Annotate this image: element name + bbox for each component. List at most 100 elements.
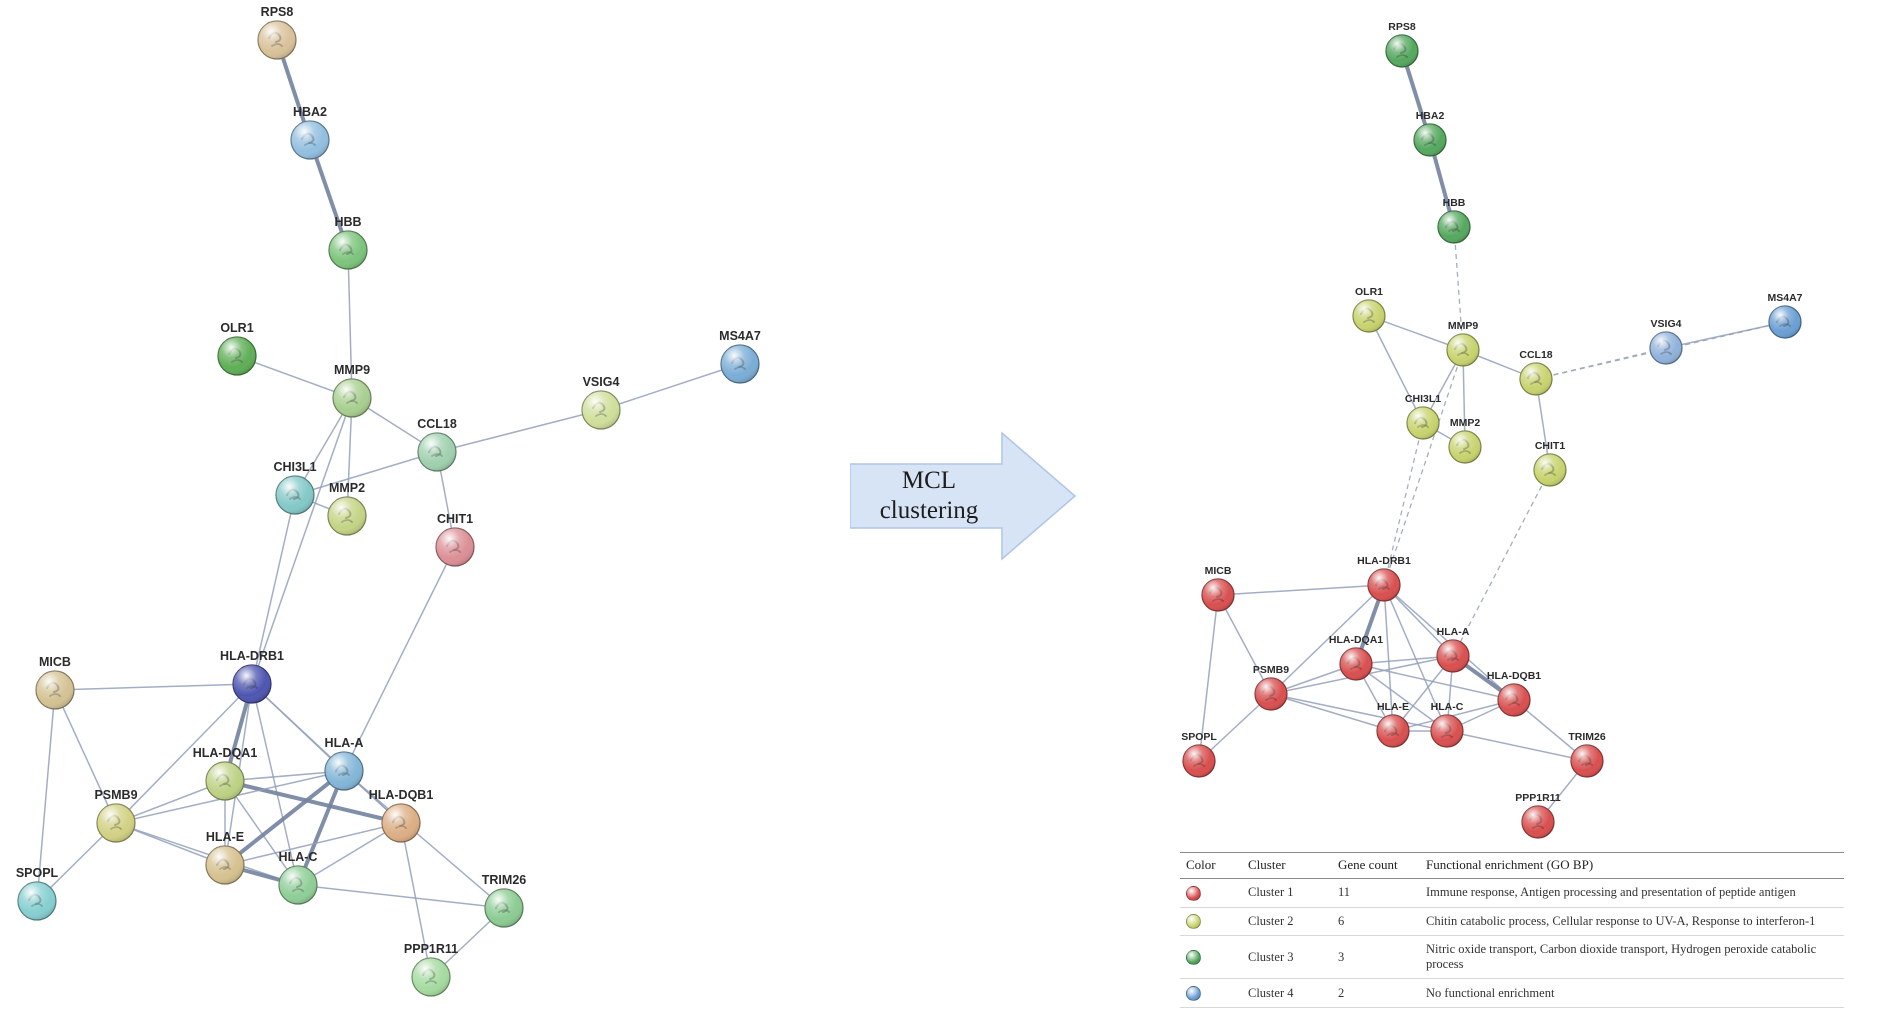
node-shine [328,497,366,535]
node-label-HLA-DQB1: HLA-DQB1 [1487,670,1541,682]
node-HBA2: HBA2 [290,105,330,160]
mcl-arrow-label: MCL clustering [854,430,1004,562]
edge-PSMB9-HLA-C [1270,693,1448,732]
node-label-HLA-DQA1: HLA-DQA1 [193,746,258,760]
node-label-HLA-A: HLA-A [1437,626,1470,638]
node-SPOPL: SPOPL [16,866,59,921]
node-shine [1769,306,1801,338]
legend-cell-cluster: Cluster 1 [1242,878,1332,908]
edge-HBB-MMP9 [1453,226,1464,351]
node-PPP1R11: PPP1R11 [1515,792,1561,839]
node-label-HBB: HBB [1443,197,1466,209]
node-label-HLA-C: HLA-C [279,850,318,864]
node-label-HLA-A: HLA-A [325,736,364,750]
node-shine [333,379,371,417]
node-shine [291,121,329,159]
node-RPS8: RPS8 [1385,21,1419,68]
edge-CHIT1-HLA-A [1452,469,1551,657]
legend-cell-color [1180,935,1242,980]
edge-CCL18-VSIG4 [436,409,602,453]
edge-HLA-C-TRIM26 [1446,730,1588,762]
node-PPP1R11: PPP1R11 [404,942,458,997]
node-shine [1353,300,1385,332]
node-label-MMP2: MMP2 [1450,417,1480,429]
node-shine [721,345,759,383]
node-TRIM26: TRIM26 [482,873,526,928]
node-shine [418,433,456,471]
node-MS4A7: MS4A7 [1767,292,1803,339]
node-OLR1: OLR1 [1352,286,1386,333]
node-label-OLR1: OLR1 [1355,286,1383,298]
edge-HBB-MMP9 [347,249,353,399]
node-label-HBA2: HBA2 [293,105,327,119]
edge-VSIG4-MS4A7 [1665,321,1786,349]
node-shine [279,866,317,904]
node-label-MICB: MICB [1205,565,1232,577]
node-PSMB9: PSMB9 [1253,664,1289,711]
node-shine [1431,715,1463,747]
node-HLA-DRB1: HLA-DRB1 [220,649,284,704]
edge-CHI3L1-HLA-DRB1 [1383,422,1424,586]
node-label-HLA-DQA1: HLA-DQA1 [1329,634,1383,646]
node-label-SPOPL: SPOPL [1181,731,1217,743]
node-shine [1340,648,1372,680]
node-label-HLA-DRB1: HLA-DRB1 [220,649,284,663]
cluster-color-ball [1186,885,1201,901]
legend-header-cluster: Cluster [1242,852,1332,879]
cluster-color-ball [1186,914,1201,930]
node-shine [1498,684,1530,716]
node-label-CHI3L1: CHI3L1 [1405,393,1441,405]
edge-OLR1-MMP9 [1368,315,1464,351]
node-shine [218,337,256,375]
legend-header-enrichment: Functional enrichment (GO BP) [1420,852,1844,879]
node-RPS8: RPS8 [257,5,297,60]
node-shine [382,804,420,842]
node-MMP2: MMP2 [327,481,367,536]
edge-HLA-DRB1-HLA-C [251,683,299,886]
edge-HLA-DQA1-HLA-C [1355,663,1448,732]
node-shine [1377,715,1409,747]
node-MMP9: MMP9 [332,363,372,418]
edge-HLA-E-HLA-DQB1 [1392,699,1515,732]
node-label-PSMB9: PSMB9 [1253,664,1289,676]
node-shine [1202,579,1234,611]
edge-MICB-HLA-DRB1 [54,683,253,691]
node-HLA-C: HLA-C [278,850,318,905]
node-label-HBA2: HBA2 [1416,110,1445,122]
node-shine [1437,640,1469,672]
edge-PSMB9-HLA-E [1270,693,1394,732]
node-label-PSMB9: PSMB9 [94,788,137,802]
node-shine [325,752,363,790]
clustered-network-edges [1198,50,1786,823]
edge-HLA-DQA1-HLA-DQB1 [224,779,402,825]
edge-MMP9-HLA-DRB1 [1383,349,1464,586]
node-OLR1: OLR1 [217,321,257,376]
node-HLA-E: HLA-E [205,830,245,885]
node-HBB: HBB [1437,197,1471,244]
node-label-HLA-DRB1: HLA-DRB1 [1357,555,1411,567]
node-shine [233,665,271,703]
node-label-VSIG4: VSIG4 [583,375,620,389]
node-shine [436,528,474,566]
edge-CHI3L1-HLA-DRB1 [251,494,296,685]
node-HLA-E: HLA-E [1376,701,1410,748]
edge-MMP9-HLA-DRB1 [251,397,353,685]
node-MMP2: MMP2 [1448,417,1482,464]
node-PSMB9: PSMB9 [94,788,138,843]
node-label-PPP1R11: PPP1R11 [404,942,458,956]
legend-cell-cluster: Cluster 3 [1242,935,1332,980]
legend-cell-color [1180,978,1242,1008]
edge-MICB-PSMB9 [1217,594,1272,695]
node-label-CCL18: CCL18 [1519,349,1552,361]
node-label-MMP9: MMP9 [334,363,370,377]
node-label-HBB: HBB [334,215,361,229]
node-shine [1386,35,1418,67]
node-shine [329,231,367,269]
node-shine [1449,431,1481,463]
legend-cell-enrichment: Chitin catabolic process, Cellular respo… [1420,907,1844,937]
edge-CHIT1-HLA-A [343,546,456,772]
legend-cell-enrichment: Nitric oxide transport, Carbon dioxide t… [1420,935,1844,980]
node-MS4A7: MS4A7 [719,329,761,384]
node-SPOPL: SPOPL [1181,731,1217,778]
